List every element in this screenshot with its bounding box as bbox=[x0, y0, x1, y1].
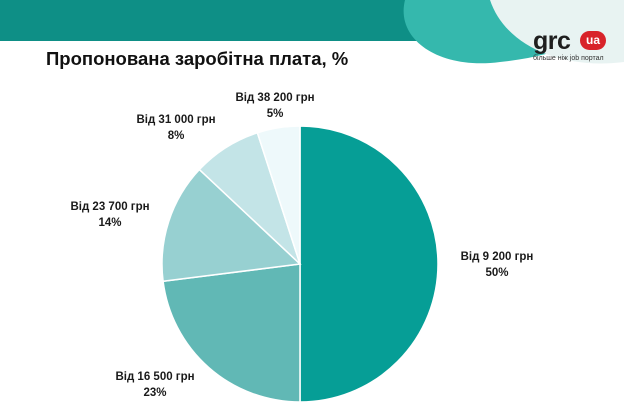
pie-slice-4 bbox=[256, 125, 301, 265]
slice-value: 14% bbox=[98, 217, 122, 229]
slice-value: 5% bbox=[266, 108, 284, 120]
pie-chart bbox=[161, 125, 439, 403]
logo-mark: grc bbox=[533, 27, 571, 55]
pie-slice-0 bbox=[299, 125, 439, 403]
slice-value: 50% bbox=[485, 267, 509, 279]
pie-slice-1 bbox=[162, 263, 301, 403]
chart-title: Пропонована заробітна плата, % bbox=[46, 48, 349, 69]
banner-bar bbox=[0, 0, 440, 41]
slice-category: Від 38 200 грн bbox=[235, 92, 315, 104]
logo-tagline: більше ніж job портал bbox=[533, 55, 604, 62]
slice-category: Від 16 500 грн bbox=[115, 371, 195, 383]
slice-label-4: Від 38 200 грн 5% bbox=[200, 90, 350, 122]
grc-logo: grc ua більше ніж job портал bbox=[533, 28, 623, 62]
slice-category: Від 23 700 грн bbox=[70, 201, 150, 213]
slice-label-1: Від 16 500 грн 23% bbox=[80, 369, 230, 401]
slice-label-0: Від 9 200 грн 50% bbox=[422, 249, 572, 281]
slice-label-3: Від 31 000 грн 8% bbox=[101, 112, 251, 144]
logo-badge: ua bbox=[580, 31, 606, 50]
slice-label-2: Від 23 700 грн 14% bbox=[35, 199, 185, 231]
slice-category: Від 9 200 грн bbox=[460, 251, 534, 263]
pie-slice-2 bbox=[161, 168, 302, 283]
header-banner bbox=[0, 0, 624, 64]
slice-value: 23% bbox=[143, 387, 167, 399]
slice-value: 8% bbox=[167, 130, 185, 142]
slice-category: Від 31 000 грн bbox=[136, 114, 216, 126]
